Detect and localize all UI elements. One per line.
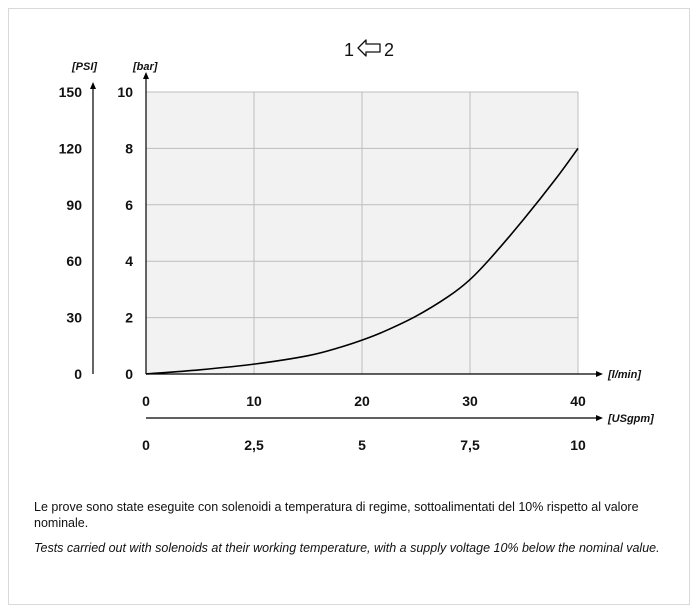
x-primary-label: [l/min] (607, 369, 641, 381)
x-primary-arrow (596, 371, 603, 377)
y-secondary-tick-label: 0 (74, 366, 82, 382)
y-primary-label: [bar] (132, 61, 158, 73)
series-line (145, 147, 579, 375)
y-secondary-arrow (90, 82, 96, 89)
y-primary-arrow (143, 72, 149, 79)
x-primary-tick-label: 30 (462, 393, 478, 409)
y-primary-tick-label: 6 (125, 197, 133, 213)
chart-title-right: 2 (384, 40, 394, 60)
y-primary-tick-label: 4 (125, 253, 133, 269)
x-secondary-tick-label: 2,5 (244, 437, 264, 453)
y-primary-tick-label: 0 (125, 366, 133, 382)
chart-title-left: 1 (344, 40, 354, 60)
y-secondary-tick-label: 90 (66, 197, 82, 213)
x-secondary-arrow (596, 415, 603, 421)
x-secondary-tick-label: 7,5 (460, 437, 480, 453)
grid (146, 91, 579, 374)
note-english: Tests carried out with solenoids at thei… (34, 541, 660, 555)
x-primary-tick-label: 10 (246, 393, 262, 409)
x-primary-tick-label: 40 (570, 393, 586, 409)
y-primary-tick-label: 10 (117, 84, 133, 100)
x-secondary-tick-label: 10 (570, 437, 586, 453)
x-secondary-tick-label: 5 (358, 437, 366, 453)
axes (90, 72, 603, 421)
left-arrow-icon (357, 39, 381, 57)
y-secondary-label: [PSI] (71, 61, 97, 73)
x-primary-tick-label: 20 (354, 393, 370, 409)
y-primary-tick-label: 2 (125, 310, 133, 326)
x-secondary-tick-label: 0 (142, 437, 150, 453)
x-secondary-label: [USgpm] (607, 413, 654, 425)
y-secondary-tick-label: 120 (59, 140, 83, 156)
y-secondary-tick-label: 30 (66, 310, 82, 326)
y-primary-tick-label: 8 (125, 140, 133, 156)
y-secondary-tick-label: 60 (66, 253, 82, 269)
note-italian: Le prove sono state eseguite con solenoi… (34, 500, 639, 530)
tick-labels: 0 2 4 6 8 10 0 30 60 90 120 150 0 10 20 30 40 0 2,5 5 7,5 10 (59, 84, 586, 453)
x-primary-tick-label: 0 (142, 393, 150, 409)
y-secondary-tick-label: 150 (59, 84, 83, 100)
